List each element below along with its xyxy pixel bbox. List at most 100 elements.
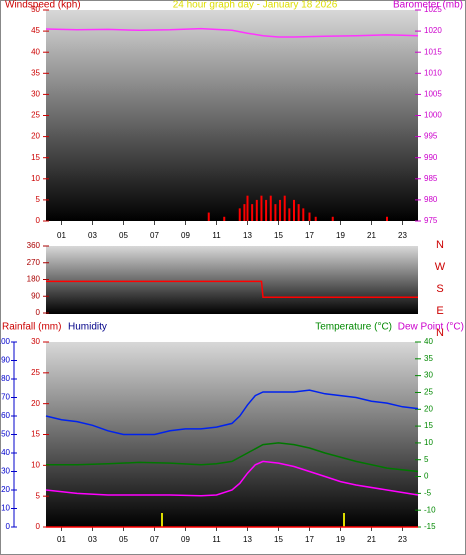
direction-label: S [436, 283, 443, 295]
y2-tick-label: 1010 [424, 68, 442, 77]
y3-axis-label: Humidity [68, 322, 107, 333]
y2-tick-label: 40 [424, 337, 433, 346]
x-tick-label: 09 [181, 535, 190, 544]
x-tick-label: 09 [181, 231, 190, 240]
y2-tick-label: 20 [424, 404, 433, 413]
y3-tick-label: 0 [6, 522, 11, 531]
y-tick-label: 30 [31, 337, 40, 346]
y2-tick-label: 985 [424, 174, 438, 183]
series-line [46, 280, 418, 298]
y2-tick-label: 1025 [424, 5, 442, 14]
bar [269, 195, 272, 221]
y3-tick-label: 70 [1, 393, 10, 402]
y-tick-label: 180 [27, 275, 41, 284]
y-tick-label: 45 [31, 26, 40, 35]
y2-tick-label: 30 [424, 371, 433, 380]
bar [279, 199, 282, 221]
bar [386, 216, 388, 221]
x-tick-label: 01 [57, 535, 66, 544]
x-tick-label: 03 [88, 231, 97, 240]
y-tick-label: 5 [36, 491, 41, 500]
bar [274, 204, 277, 221]
direction-label: E [436, 305, 443, 317]
panel-background [46, 10, 418, 221]
bar [255, 199, 258, 221]
bar [265, 199, 268, 221]
x-tick-label: 03 [88, 535, 97, 544]
y-tick-label: 40 [31, 47, 40, 56]
y2-tick-label: 980 [424, 195, 438, 204]
x-tick-label: 07 [150, 231, 159, 240]
series-line [45, 27, 419, 38]
bar [314, 216, 317, 221]
y-tick-label: 20 [31, 132, 40, 141]
bar [297, 204, 300, 221]
bar [251, 204, 254, 221]
direction-label: N [436, 239, 444, 251]
y3-tick-label: 100 [0, 337, 11, 346]
bar [223, 216, 226, 221]
y2-tick-label: 975 [424, 216, 438, 225]
y3-tick-label: 90 [1, 356, 10, 365]
y-tick-label: 10 [31, 460, 40, 469]
y3-tick-label: 60 [1, 411, 10, 420]
bar [260, 195, 263, 221]
y-tick-label: 15 [31, 430, 40, 439]
bar [302, 208, 305, 221]
x-tick-label: 15 [274, 535, 283, 544]
bar [308, 212, 311, 221]
y-tick-label: 50 [31, 5, 40, 14]
y-tick-label: 5 [36, 195, 41, 204]
bar [238, 208, 241, 221]
x-tick-label: 07 [150, 535, 159, 544]
bar [207, 212, 210, 221]
y-tick-label: 270 [27, 258, 41, 267]
x-tick-label: 11 [212, 535, 221, 544]
y2-tick-label: 1000 [424, 111, 442, 120]
y2-axis-label: Temperature (°C) [315, 322, 392, 333]
y-tick-label: 15 [31, 153, 40, 162]
y2-tick-label: 25 [424, 388, 433, 397]
x-tick-label: 23 [398, 231, 407, 240]
x-tick-label: 19 [336, 231, 345, 240]
y-tick-label: 20 [31, 399, 40, 408]
y-tick-label: 0 [36, 522, 41, 531]
x-tick-label: 01 [57, 231, 66, 240]
y-tick-label: 0 [36, 216, 41, 225]
y2-tick-label: 995 [424, 132, 438, 141]
series-line [45, 389, 419, 436]
x-tick-label: 05 [119, 231, 128, 240]
bar [283, 195, 286, 221]
x-tick-label: 11 [212, 231, 221, 240]
y2-tick-label: 990 [424, 153, 438, 162]
y-axis-label: Rainfall (mm) [2, 322, 61, 333]
series-line [46, 442, 419, 473]
y3-tick-label: 10 [1, 504, 10, 513]
series-line [45, 460, 419, 497]
direction-label: N [436, 327, 444, 339]
x-tick-label: 21 [367, 231, 376, 240]
panel-background [46, 246, 418, 314]
y3-tick-label: 50 [1, 430, 10, 439]
y3-tick-label: 40 [1, 448, 10, 457]
y2-tick-label: 15 [424, 421, 433, 430]
y-tick-label: 30 [31, 90, 40, 99]
direction-label: W [435, 261, 446, 273]
x-tick-label: 21 [367, 535, 376, 544]
y-axis-label: Windspeed (kph) [5, 0, 81, 11]
y2-tick-label: 35 [424, 354, 433, 363]
y-tick-label: 360 [27, 241, 41, 250]
y3-tick-label: 20 [1, 485, 10, 494]
y-tick-label: 35 [31, 68, 40, 77]
bar [243, 204, 246, 221]
y2-tick-label: 1015 [424, 47, 442, 56]
y2-tick-label: 1005 [424, 90, 442, 99]
y-tick-label: 25 [31, 111, 40, 120]
y3-tick-label: 30 [1, 467, 10, 476]
y-tick-label: 25 [31, 368, 40, 377]
x-tick-label: 23 [398, 535, 407, 544]
y2-axis-label: Dew Point (°C) [398, 322, 464, 333]
x-tick-label: 15 [274, 231, 283, 240]
y-tick-label: 10 [31, 174, 40, 183]
